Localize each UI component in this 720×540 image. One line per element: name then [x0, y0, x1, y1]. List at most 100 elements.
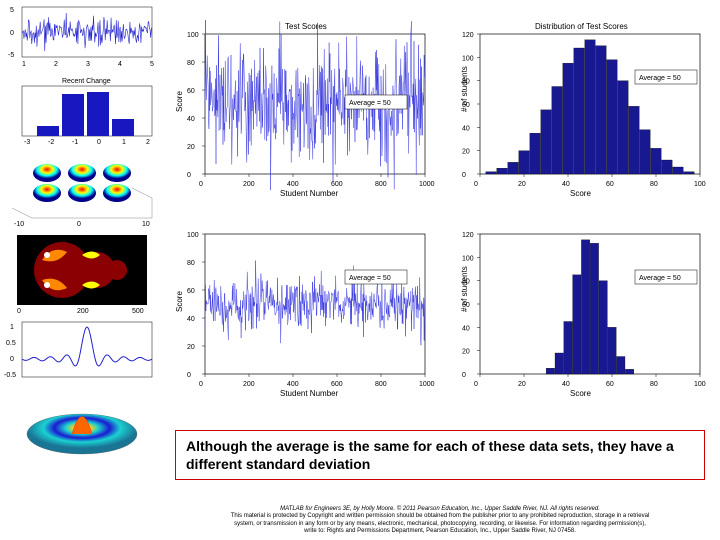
svg-text:0: 0 — [10, 30, 14, 37]
svg-text:1: 1 — [122, 139, 126, 146]
svg-text:-10: -10 — [14, 221, 24, 228]
svg-text:1000: 1000 — [419, 181, 435, 188]
thumb-bar-title: Recent Change — [62, 78, 111, 85]
svg-text:20: 20 — [462, 149, 470, 156]
hist2-ylabel: # of students — [460, 266, 469, 312]
hist1-title: Distribution of Test Scores — [535, 22, 628, 31]
svg-text:200: 200 — [77, 308, 89, 315]
svg-text:0: 0 — [187, 372, 191, 379]
svg-text:0: 0 — [199, 181, 203, 188]
svg-text:2: 2 — [54, 61, 58, 68]
svg-text:0.5: 0.5 — [6, 340, 16, 347]
svg-text:0: 0 — [199, 381, 203, 388]
svg-text:40: 40 — [462, 125, 470, 132]
hist2-xlabel: Score — [570, 389, 591, 398]
scatter2-ylabel: Score — [175, 291, 184, 312]
svg-text:200: 200 — [243, 381, 255, 388]
svg-text:400: 400 — [287, 181, 299, 188]
svg-text:20: 20 — [518, 181, 526, 188]
scatter2-annotation: Average = 50 — [349, 275, 391, 282]
svg-text:40: 40 — [187, 316, 195, 323]
hist2-annotation: Average = 50 — [639, 275, 681, 282]
svg-text:40: 40 — [562, 381, 570, 388]
svg-text:100: 100 — [694, 381, 706, 388]
chart-scatter-2: 02004006008001000 020406080100 Student N… — [170, 220, 435, 405]
svg-text:500: 500 — [132, 308, 144, 315]
svg-text:40: 40 — [462, 325, 470, 332]
svg-text:1: 1 — [10, 324, 14, 331]
svg-text:100: 100 — [462, 255, 474, 262]
svg-text:0: 0 — [187, 172, 191, 179]
thumb-fractal: 0 200 500 — [2, 230, 162, 315]
chart-scatter-1: Test Scores 0 200 400 600 800 1000 0 20 40 60 80 1… — [170, 20, 435, 205]
scatter1-ylabel: Score — [175, 91, 184, 112]
svg-text:5: 5 — [10, 7, 14, 14]
svg-text:400: 400 — [287, 381, 299, 388]
chart-hist-1: Distribution of Test Scores 0 20 40 60 80 100… — [445, 20, 710, 205]
caption-box: Although the average is the same for eac… — [175, 430, 705, 480]
svg-text:3: 3 — [86, 61, 90, 68]
svg-text:40: 40 — [562, 181, 570, 188]
svg-text:10: 10 — [142, 221, 150, 228]
sidebar-thumbnails: 1 2 3 4 5 5 0 -5 Recent Change -3 -2 -1 … — [2, 2, 162, 466]
svg-text:600: 600 — [331, 381, 343, 388]
footer-l2: This material is protected by Copyright … — [170, 513, 710, 520]
svg-text:80: 80 — [650, 381, 658, 388]
svg-text:5: 5 — [150, 61, 154, 68]
svg-text:80: 80 — [650, 181, 658, 188]
main-charts: Test Scores 02004006008001000 0204060801… — [170, 20, 715, 420]
svg-text:0: 0 — [474, 381, 478, 388]
svg-text:120: 120 — [462, 232, 474, 239]
footer-l4: write to: Rights and Permissions Departm… — [170, 528, 710, 535]
thumb-surface: -10 0 10 — [2, 148, 162, 228]
hist1-annotation: Average = 50 — [639, 75, 681, 82]
svg-text:-1: -1 — [72, 139, 78, 146]
scatter1-annotation: Average = 50 — [349, 100, 391, 107]
scatter1-title: Test Scores — [285, 22, 327, 31]
hist1-xlabel: Score — [570, 189, 591, 198]
thumb-sinc-2d — [2, 389, 162, 464]
svg-text:0: 0 — [462, 172, 466, 179]
svg-text:0: 0 — [462, 372, 466, 379]
svg-text:120: 120 — [462, 32, 474, 39]
svg-text:1: 1 — [22, 61, 26, 68]
footer-copyright: MATLAB for Engineers 3E, by Holly Moore.… — [170, 506, 710, 535]
svg-text:-0.5: -0.5 — [4, 372, 16, 379]
footer-l1: MATLAB for Engineers 3E, by Holly Moore.… — [170, 506, 710, 513]
thumb-sinc-1d: 1 0.5 0 -0.5 — [2, 317, 162, 387]
svg-text:40: 40 — [187, 116, 195, 123]
svg-text:0: 0 — [10, 356, 14, 363]
svg-text:4: 4 — [118, 61, 122, 68]
hist1-ylabel: # of students — [460, 66, 469, 112]
caption-text: Although the average is the same for eac… — [186, 437, 694, 473]
chart-hist-2: 020406080100 020406080100120 Score # of … — [445, 220, 710, 405]
footer-l3: system, or transmission in any form or b… — [170, 521, 710, 528]
svg-text:100: 100 — [187, 32, 199, 39]
svg-text:0: 0 — [474, 181, 478, 188]
svg-text:80: 80 — [187, 260, 195, 267]
svg-text:20: 20 — [187, 344, 195, 351]
thumb-bar-change: Recent Change -3 -2 -1 0 1 2 — [2, 74, 162, 146]
svg-text:60: 60 — [187, 288, 195, 295]
svg-text:20: 20 — [187, 144, 195, 151]
svg-text:60: 60 — [606, 181, 614, 188]
thumb-noise-line: 1 2 3 4 5 5 0 -5 — [2, 2, 162, 72]
scatter2-xlabel: Student Number — [280, 389, 339, 398]
svg-text:100: 100 — [187, 232, 199, 239]
svg-text:-2: -2 — [48, 139, 54, 146]
svg-text:60: 60 — [606, 381, 614, 388]
svg-text:0: 0 — [17, 308, 21, 315]
svg-text:800: 800 — [375, 181, 387, 188]
svg-text:60: 60 — [187, 88, 195, 95]
svg-text:2: 2 — [146, 139, 150, 146]
svg-text:80: 80 — [187, 60, 195, 67]
svg-text:1000: 1000 — [419, 381, 435, 388]
svg-text:100: 100 — [694, 181, 706, 188]
svg-text:20: 20 — [462, 349, 470, 356]
svg-text:0: 0 — [97, 139, 101, 146]
svg-text:600: 600 — [331, 181, 343, 188]
svg-text:200: 200 — [243, 181, 255, 188]
scatter1-xlabel: Student Number — [280, 189, 339, 198]
svg-text:100: 100 — [462, 55, 474, 62]
svg-text:20: 20 — [518, 381, 526, 388]
